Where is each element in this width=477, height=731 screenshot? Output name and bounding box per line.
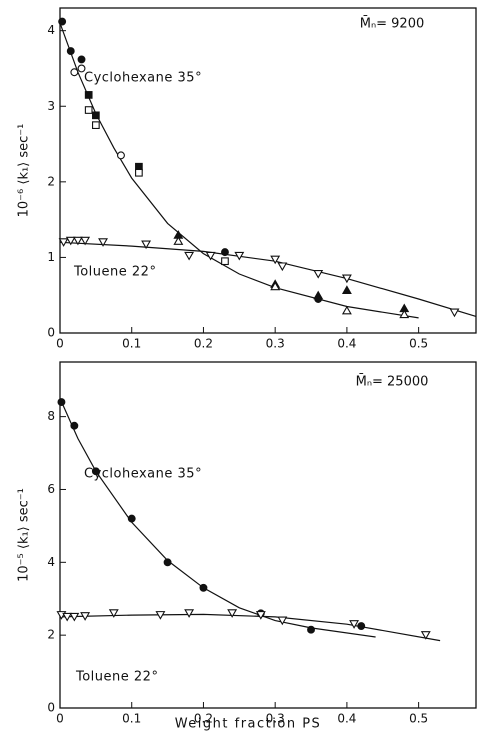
data-point (234, 251, 245, 261)
data-point (314, 295, 323, 303)
y-axis-label: 10⁻⁶ ⟨k₁⟩ sec⁻¹ (17, 124, 32, 218)
data-point (420, 631, 431, 640)
x-tick-label: 0 (56, 712, 64, 726)
data-point (108, 609, 119, 618)
y-tick-label: 4 (47, 23, 55, 37)
data-point (449, 308, 460, 318)
fit-curve (59, 22, 419, 319)
data-point (205, 251, 216, 261)
y-tick-label: 8 (47, 409, 55, 423)
data-point (58, 17, 67, 26)
data-point (80, 612, 91, 621)
x-axis-label: Weight fraction PS (175, 717, 322, 731)
data-point (399, 309, 410, 319)
data-point (173, 236, 184, 245)
data-point (72, 236, 83, 246)
data-point (307, 625, 315, 634)
data-point (70, 68, 79, 77)
plot-frame (59, 7, 477, 334)
y-tick-label: 2 (47, 174, 55, 188)
x-tick-label: 0.3 (266, 337, 285, 351)
annotation: M̄ₙ= 9200 (360, 16, 425, 31)
data-point (69, 612, 80, 622)
data-point (313, 269, 324, 279)
x-tick-label: 0.4 (337, 712, 356, 726)
data-point (199, 583, 208, 592)
panel: 0 1 2 3 4 0 0.1 0.2 0.3 0.4 0.5 10⁻⁶ ⟨k₁⟩ sec⁻¹ M̄ₙ=… (17, 7, 477, 351)
fit-curve (59, 613, 441, 642)
data-point (62, 612, 73, 622)
y-tick-label: 1 (47, 250, 55, 264)
data-point (66, 47, 75, 56)
data-point (255, 611, 266, 620)
data-point (227, 609, 238, 618)
x-tick-label: 0.2 (194, 337, 213, 351)
data-point (341, 285, 352, 294)
data-point (277, 262, 288, 272)
data-point (221, 257, 229, 266)
x-tick-label: 0.3 (266, 712, 285, 726)
data-point (91, 467, 100, 476)
data-point (57, 398, 66, 407)
plot-frame (59, 361, 477, 709)
series-label: Toluene 22° (73, 265, 156, 280)
data-point (65, 236, 76, 246)
data-point (155, 611, 166, 620)
x-tick-label: 0.5 (409, 337, 428, 351)
fit-curve (59, 398, 376, 638)
annotation: M̄ₙ= 25000 (356, 374, 429, 389)
x-tick-label: 0.4 (337, 337, 356, 351)
data-point (184, 609, 195, 618)
data-point (84, 106, 93, 114)
y-tick-label: 2 (47, 628, 55, 642)
data-point (184, 251, 195, 261)
x-tick-label: 0.2 (194, 712, 213, 726)
series-label: Cyclohexane 35° (84, 71, 202, 86)
data-point (127, 514, 136, 523)
data-point (92, 121, 100, 130)
data-point (163, 558, 172, 567)
series-label: Toluene 22° (75, 670, 158, 685)
data-point (92, 111, 100, 120)
y-tick-label: 3 (47, 99, 55, 113)
data-point (70, 421, 79, 430)
y-tick-label: 4 (47, 555, 55, 569)
data-point (117, 151, 125, 160)
data-point (77, 55, 86, 64)
series-label: Cyclohexane 35° (84, 467, 202, 482)
y-tick-label: 0 (47, 326, 55, 340)
data-point (77, 64, 86, 73)
data-point (80, 236, 91, 246)
x-tick-label: 0.5 (409, 712, 428, 726)
data-point (141, 240, 152, 250)
y-axis-label: 10⁻⁵ ⟨k₁⟩ sec⁻¹ (17, 488, 32, 582)
data-point (270, 281, 281, 291)
data-point (349, 620, 360, 629)
y-tick-label: 0 (47, 701, 55, 715)
data-point (341, 274, 352, 284)
x-tick-label: 0 (56, 337, 64, 351)
data-point (270, 255, 281, 265)
data-point (135, 168, 143, 177)
x-tick-label: 0.1 (122, 712, 141, 726)
x-tick-label: 0.1 (122, 337, 141, 351)
data-point (98, 238, 108, 247)
data-point (58, 238, 69, 247)
data-point (341, 305, 352, 315)
panel: 0 2 4 6 8 0 0.1 0.2 0.3 0.4 0.5 10⁻⁵ ⟨k₁⟩ sec⁻¹ Weig… (17, 361, 477, 731)
data-point (277, 616, 288, 626)
y-tick-label: 6 (47, 482, 55, 496)
data-point (84, 91, 93, 99)
